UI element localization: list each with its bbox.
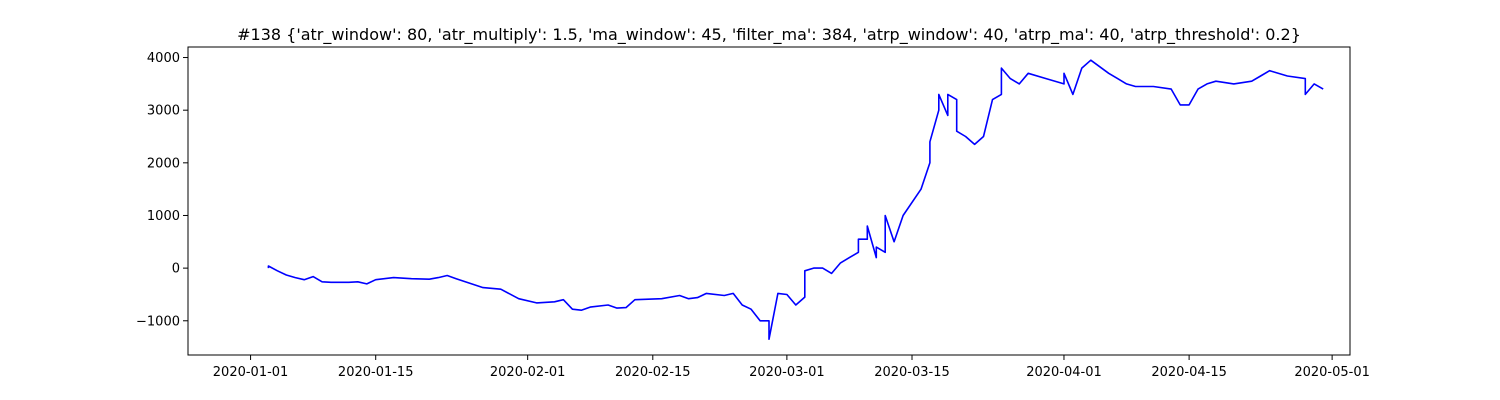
y-tick-label: 2000 (147, 156, 180, 171)
x-tick-label: 2020-05-01 (1294, 365, 1370, 380)
x-tick-label: 2020-02-01 (490, 365, 566, 380)
x-tick-label: 2020-03-15 (874, 365, 950, 380)
chart-title: #138 {'atr_window': 80, 'atr_multiply': … (237, 25, 1301, 45)
y-tick-label: 1000 (147, 209, 180, 224)
x-tick-label: 2020-01-15 (338, 365, 414, 380)
y-tick-label: −1000 (136, 314, 180, 329)
axis-ticks: 2020-01-01 2020-01-15 2020-02-01 2020-02-15… (136, 51, 1370, 380)
x-tick-label: 2020-04-15 (1151, 365, 1227, 380)
x-tick-label: 2020-03-01 (749, 365, 825, 380)
x-tick-label: 2020-02-15 (615, 365, 691, 380)
series-line (267, 59, 1324, 341)
x-tick-label: 2020-04-01 (1026, 365, 1102, 380)
plot-frame (187, 46, 1351, 356)
y-tick-label: 3000 (147, 104, 180, 119)
series-group (267, 59, 1324, 341)
y-tick-label: 0 (172, 262, 180, 277)
x-tick-label: 2020-01-01 (213, 365, 289, 380)
y-tick-label: 4000 (147, 51, 180, 66)
